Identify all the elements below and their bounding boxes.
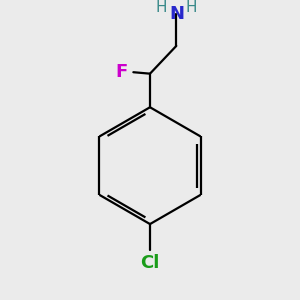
Text: H: H	[185, 0, 196, 15]
Text: Cl: Cl	[140, 254, 160, 272]
Text: F: F	[116, 63, 128, 81]
Text: N: N	[169, 5, 184, 23]
Text: H: H	[156, 0, 167, 15]
